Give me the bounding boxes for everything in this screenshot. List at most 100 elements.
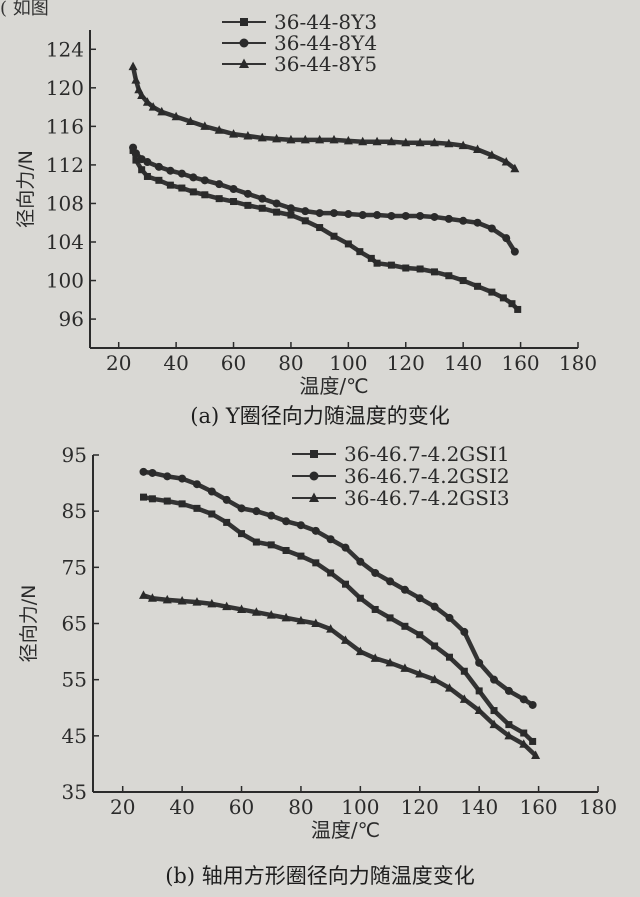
chart-b-data-point (415, 594, 424, 603)
chart-b-data-point (529, 737, 537, 745)
chart-a-data-point (429, 137, 439, 147)
chart-b-series-1 (140, 493, 537, 745)
chart-a-x-tick-label: 80 (278, 351, 303, 375)
chart-a-data-point (402, 264, 410, 272)
chart-b-data-point (401, 622, 409, 630)
chart-a-data-point (178, 184, 186, 192)
chart-a-legend-label: 36-44-8Y5 (274, 52, 377, 76)
chart-b-x-tick-label: 180 (579, 795, 617, 819)
chart-a-data-point (367, 254, 375, 262)
chart-a-data-point (316, 224, 324, 232)
chart-a-data-point (243, 189, 252, 198)
chart-b-legend-label: 36-46.7-4.2GSI2 (344, 464, 510, 488)
chart-a-data-point (272, 199, 281, 208)
chart-a-data-point (329, 134, 339, 144)
chart-b-x-tick-label: 120 (401, 795, 439, 819)
chart-b-legend-marker (309, 471, 319, 481)
chart-a-data-point (416, 265, 424, 273)
chart-a-data-point (131, 149, 140, 158)
chart-b-data-point (208, 510, 216, 518)
chart-b-data-point (460, 627, 469, 636)
chart-b-data-point (238, 530, 246, 538)
chart-a-data-point (356, 248, 364, 256)
chart-b-data-point (445, 653, 453, 661)
chart-b-data-point (370, 653, 380, 662)
chart-a-x-tick-label: 60 (221, 351, 246, 375)
chart-b-series-line (141, 494, 535, 744)
chart-a-data-point (510, 163, 520, 173)
chart-b-data-point (207, 487, 216, 496)
chart-b-data-point (341, 635, 350, 644)
chart-a-legend-item: 36-44-8Y4 (222, 31, 377, 55)
chart-b-data-point (311, 526, 320, 535)
chart-b-data-point (297, 552, 305, 560)
chart-a-data-point (258, 194, 267, 203)
chart-b-series-3 (139, 590, 541, 759)
chart-b-data-point (519, 739, 529, 748)
chart-a-data-point (459, 277, 467, 285)
chart-b-data-point (178, 500, 186, 508)
chart-b-x-tick-label: 40 (169, 795, 194, 819)
chart-b-data-point (430, 674, 440, 684)
chart-b-data-point (355, 646, 365, 656)
chart-a-data-point (244, 201, 252, 209)
chart-b-y-tick-label: 85 (62, 499, 87, 523)
chart-a-data-point (343, 135, 353, 145)
chart-b-data-point (148, 495, 156, 503)
chart-a-data-point (157, 106, 167, 116)
chart-b-data-point (282, 546, 290, 554)
chart-b-data-point (504, 686, 513, 695)
chart-b-legend-item: 36-46.7-4.2GSI3 (292, 486, 510, 510)
chart-b-y-tick-label: 95 (62, 443, 87, 467)
chart-a-data-point (430, 268, 438, 276)
chart-b-legend-item: 36-46.7-4.2GSI2 (292, 464, 510, 488)
chart-a-y-tick-label: 124 (46, 37, 84, 61)
chart-a-data-point (287, 211, 295, 219)
chart-a-legend-label: 36-44-8Y4 (274, 31, 377, 55)
chart-a-data-point (301, 207, 310, 216)
chart-a-data-point (215, 195, 223, 203)
chart-a-data-point (301, 217, 309, 225)
chart-a-data-point (358, 211, 367, 220)
chart-a-x-tick-label: 40 (163, 351, 188, 375)
chart-b-data-point (237, 504, 246, 513)
chart-b-data-point (489, 719, 499, 729)
chart-b-x-tick-label: 160 (519, 795, 557, 819)
chart-b-data-point (356, 594, 364, 602)
chart-a-data-point (344, 210, 353, 219)
chart-b-data-point (267, 511, 276, 520)
chart-a-data-point (229, 129, 239, 138)
chart-a-data-point (171, 111, 181, 121)
chart-b-data-point (296, 521, 305, 530)
chart-b-data-point (178, 474, 187, 483)
chart-a-data-point (430, 212, 439, 221)
chart-b-data-point (519, 695, 528, 704)
chart-b-data-point (400, 585, 409, 594)
chart-a-data-point (315, 209, 324, 218)
chart-a-data-point (444, 214, 453, 223)
chart-b-data-point (267, 541, 275, 549)
chart-a-data-point (131, 75, 141, 84)
chart-a-data-point (143, 172, 151, 180)
chart-b-data-point (163, 497, 171, 505)
chart-a-legend-item: 36-44-8Y3 (222, 10, 377, 34)
chart-b-data-point (474, 705, 484, 715)
chart-b-data-point (223, 518, 231, 526)
chart-a-legend-marker (239, 38, 249, 48)
chart-a-y-tick-label: 112 (46, 153, 84, 177)
chart-a-data-point (201, 191, 209, 199)
chart-b-series-2 (139, 467, 537, 709)
chart-a-data-point (501, 157, 511, 166)
chart-a-data-point (330, 209, 338, 218)
chart-b-data-point (193, 504, 201, 512)
chart-a-data-point (273, 208, 281, 216)
chart-a-data-point (166, 181, 174, 189)
chart-a-data-point (229, 185, 238, 193)
chart-a-data-point (373, 211, 382, 220)
cropped-top-text: ( 如图 (0, 0, 49, 19)
chart-b-legend-label: 36-46.7-4.2GSI1 (344, 442, 510, 466)
chart-a-data-point (487, 150, 497, 159)
chart-b-data-point (327, 569, 335, 577)
chart-a-data-point (132, 156, 140, 164)
chart-a-x-tick-label: 180 (559, 351, 597, 375)
